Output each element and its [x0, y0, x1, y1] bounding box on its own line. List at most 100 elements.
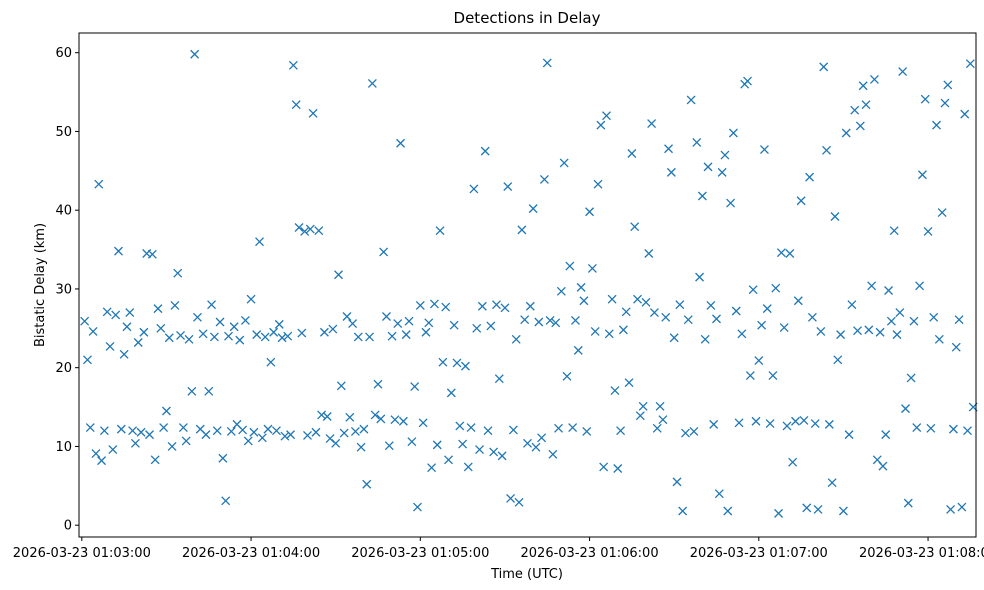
data-point: [799, 415, 809, 425]
data-point: [458, 439, 468, 449]
data-point: [224, 331, 233, 341]
data-point: [963, 426, 972, 436]
data-point: [886, 316, 896, 326]
data-point: [554, 423, 563, 433]
data-point: [957, 502, 967, 512]
data-point: [548, 449, 558, 459]
data-point: [319, 327, 329, 337]
data-point: [714, 489, 724, 499]
x-tick-label: 2026-03-23 01:06:00: [521, 546, 659, 561]
y-tick-label: 20: [55, 361, 72, 376]
data-point: [915, 281, 925, 291]
data-point: [147, 249, 157, 259]
data-point: [193, 312, 202, 322]
data-point: [745, 371, 755, 381]
data-point: [429, 299, 439, 309]
data-point: [802, 503, 812, 513]
data-point: [523, 438, 532, 448]
data-point: [373, 379, 383, 389]
data-point: [630, 222, 640, 232]
data-point: [305, 224, 315, 234]
data-point: [573, 345, 583, 355]
data-point: [545, 315, 555, 325]
data-point: [923, 226, 933, 236]
data-point: [903, 498, 913, 508]
data-point: [723, 506, 733, 516]
data-point: [929, 312, 939, 322]
data-point: [170, 301, 180, 310]
data-point: [455, 421, 465, 431]
data-point: [401, 330, 411, 340]
data-point: [590, 327, 600, 336]
data-point: [748, 285, 758, 295]
data-point: [909, 316, 919, 326]
data-point: [675, 300, 685, 310]
data-point: [469, 184, 479, 194]
data-point: [838, 506, 848, 516]
data-point: [771, 283, 781, 293]
data-point: [150, 455, 160, 465]
data-point: [649, 308, 659, 318]
data-point: [387, 331, 397, 341]
data-point: [661, 312, 671, 322]
data-point: [774, 508, 784, 518]
x-tick-label: 2026-03-23 01:08:00: [859, 546, 984, 561]
data-point: [119, 349, 129, 359]
data-point: [878, 461, 888, 471]
data-point: [869, 75, 879, 84]
data-point: [788, 457, 798, 467]
data-point: [356, 442, 366, 452]
data-point: [822, 145, 831, 155]
data-point: [235, 335, 245, 345]
data-point: [145, 430, 154, 440]
data-point: [463, 462, 473, 472]
plot-area: [79, 33, 976, 537]
data-point: [810, 419, 820, 429]
data-point: [438, 357, 448, 367]
data-point: [531, 442, 541, 452]
data-point: [370, 410, 380, 420]
data-point: [280, 431, 290, 441]
data-point: [836, 330, 846, 340]
data-point: [494, 374, 504, 384]
data-point: [641, 297, 651, 307]
data-point: [700, 334, 710, 344]
data-point: [539, 175, 549, 184]
data-point: [229, 322, 239, 332]
data-point: [404, 316, 414, 326]
data-point: [940, 98, 950, 108]
data-point: [954, 315, 964, 325]
data-point: [350, 427, 360, 436]
data-point: [525, 301, 535, 311]
data-point: [678, 506, 688, 516]
data-point: [864, 325, 874, 335]
data-point: [658, 415, 668, 425]
data-point: [105, 341, 115, 351]
data-point: [500, 303, 510, 313]
data-point: [737, 329, 747, 339]
data-point: [875, 327, 885, 337]
data-point: [582, 427, 592, 436]
data-point: [286, 430, 296, 440]
data-point: [164, 333, 174, 343]
data-point: [297, 328, 307, 338]
data-point: [396, 138, 406, 148]
data-point: [565, 261, 575, 271]
data-point: [943, 80, 953, 90]
data-point: [511, 334, 521, 344]
data-point: [331, 438, 341, 448]
data-point: [85, 423, 95, 432]
data-point: [559, 158, 569, 168]
data-point: [300, 226, 310, 236]
data-point: [136, 427, 146, 437]
data-point: [382, 312, 391, 321]
data-point: [579, 296, 589, 306]
data-point: [599, 462, 609, 472]
data-point: [413, 502, 422, 512]
data-point: [80, 316, 90, 326]
data-point: [441, 302, 451, 312]
data-point: [218, 453, 228, 463]
data-point: [855, 121, 865, 131]
data-point: [551, 318, 561, 328]
data-point: [367, 78, 377, 88]
